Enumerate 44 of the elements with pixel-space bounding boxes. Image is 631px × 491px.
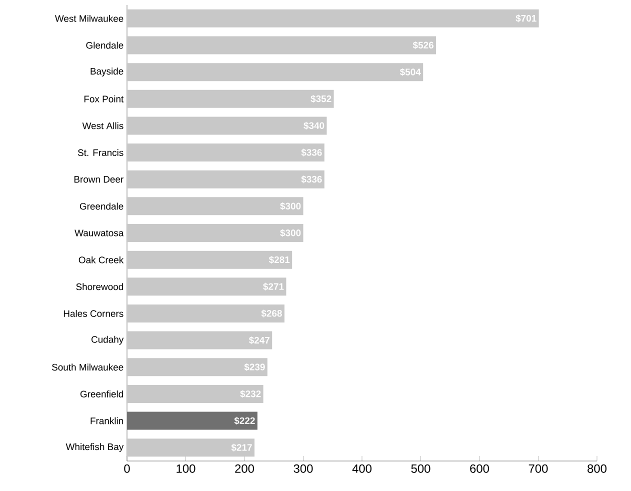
y-tick-label: Greendale (80, 202, 124, 210)
bar (127, 197, 304, 216)
y-tick-label: Brown Deer (74, 176, 124, 183)
y-tick-label: Shorewood (76, 283, 124, 290)
y-tick-label: Hales Corners (64, 310, 124, 317)
bar (127, 358, 268, 376)
x-tick-label: 400 (352, 464, 372, 473)
bar (127, 63, 424, 82)
bar (127, 9, 539, 28)
x-tick-label: 300 (294, 464, 313, 473)
y-tick-label: Bayside (90, 68, 124, 76)
y-tick-label: Glendale (86, 42, 124, 49)
y-tick-label: Wauwatosa (74, 230, 124, 236)
y-tick-label: Oak Creek (78, 256, 124, 264)
y-tick-label: Whitefish Bay (66, 443, 124, 452)
y-tick-label: St. Francis (78, 149, 124, 156)
bar (127, 438, 254, 457)
y-tick-label: West Allis (82, 122, 124, 130)
bar (127, 278, 286, 296)
x-tick-label: 100 (176, 464, 196, 473)
bar (127, 90, 334, 108)
x-tick-label: 700 (528, 464, 548, 473)
bar (127, 170, 324, 188)
y-tick-label: Cudahy (92, 336, 124, 345)
bar (127, 304, 284, 322)
y-tick-label: Greenfield (80, 390, 124, 398)
y-tick-label: Fox Point (84, 95, 124, 102)
bar (127, 331, 272, 350)
y-tick-label: South Milwaukee (52, 364, 124, 371)
bar (127, 116, 327, 135)
data-label: $222 (234, 416, 255, 425)
bar (127, 384, 264, 403)
bar (127, 412, 258, 430)
y-tick-label: West Milwaukee (54, 14, 124, 22)
bar (127, 250, 292, 269)
y-tick-label: Franklin (90, 417, 124, 424)
bar (127, 144, 324, 162)
x-tick-label: 500 (411, 464, 430, 473)
x-tick-label: 0 (124, 464, 130, 473)
x-tick-label: 200 (235, 464, 254, 473)
x-tick-label: 600 (470, 464, 490, 473)
bar (127, 224, 304, 242)
bar (127, 36, 436, 54)
x-tick-label: 800 (588, 464, 607, 473)
